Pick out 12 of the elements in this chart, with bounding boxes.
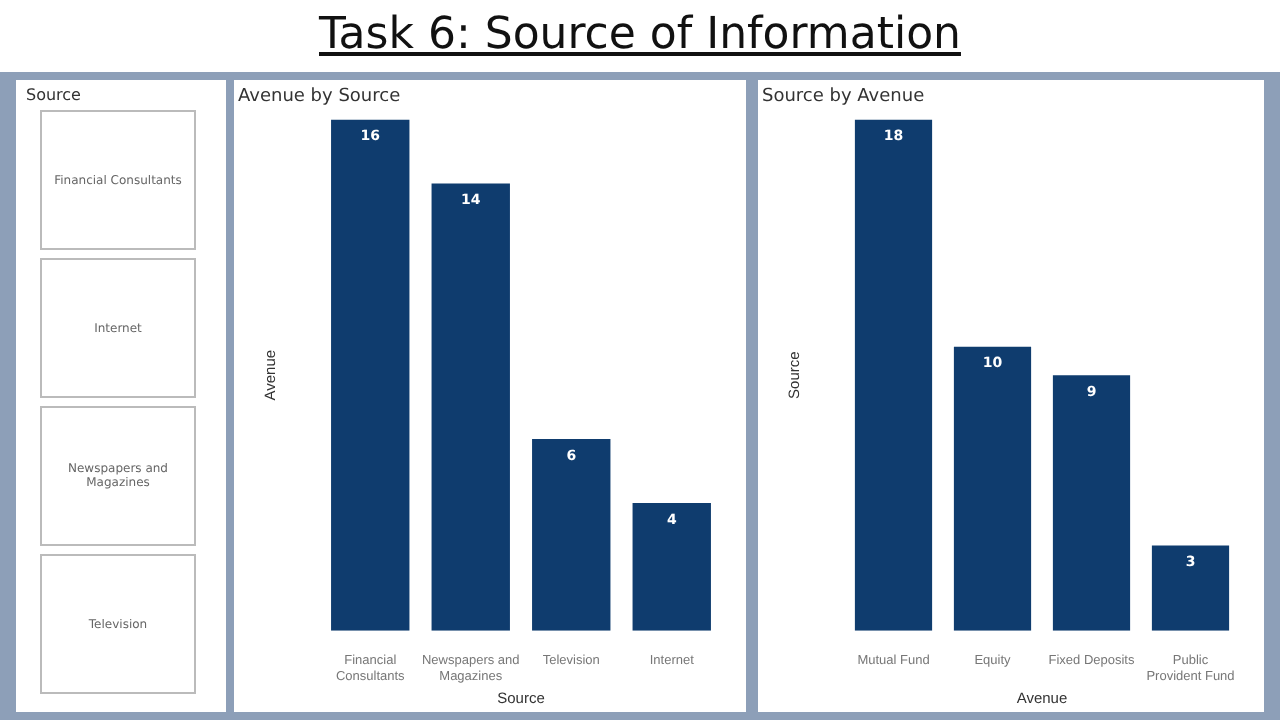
- bar: [431, 183, 510, 631]
- bar: [1052, 375, 1131, 631]
- text: Task 6: Source of Information: [319, 10, 961, 60]
- bar: [532, 439, 611, 631]
- bar: [632, 503, 711, 631]
- bar: [331, 119, 410, 631]
- chart-title: Source by Avenue: [762, 87, 926, 108]
- bar: [953, 346, 1032, 631]
- chart-title: Avenue by Source: [238, 87, 402, 108]
- bar: [1151, 545, 1230, 631]
- text: Source: [26, 86, 83, 106]
- bar: [854, 119, 933, 631]
